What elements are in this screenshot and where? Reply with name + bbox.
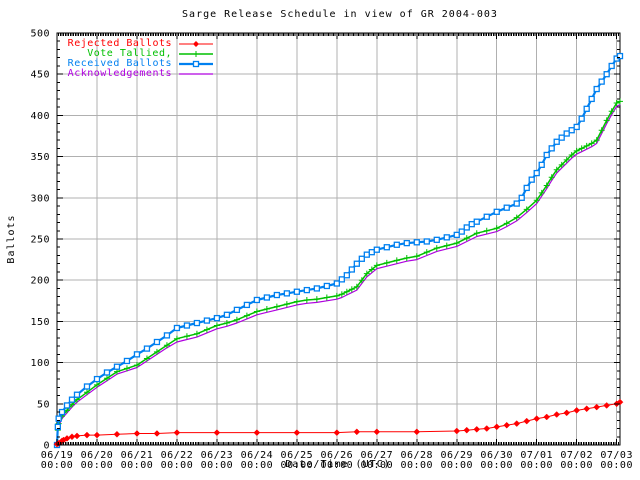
y-tick-label: 0 — [43, 441, 50, 452]
x-tick-time: 00:00 — [400, 460, 433, 471]
legend-label: Rejected Ballots — [67, 37, 172, 49]
x-tick-date: 06/21 — [121, 450, 154, 461]
y-tick-label: 150 — [30, 317, 50, 328]
x-tick-time: 00:00 — [560, 460, 593, 471]
chart-title: Sarge Release Schedule in view of GR 200… — [182, 9, 498, 20]
y-tick-label: 450 — [30, 70, 50, 81]
x-tick-date: 07/03 — [600, 450, 633, 461]
y-tick-label: 250 — [30, 235, 50, 246]
x-tick-time: 00:00 — [480, 460, 513, 471]
y-tick-label: 50 — [37, 399, 50, 410]
x-tick-date: 06/22 — [161, 450, 194, 461]
series-vote-tallied — [54, 98, 623, 448]
x-tick-labels: 06/1900:0006/2000:0006/2100:0006/2200:00… — [41, 450, 633, 471]
x-tick-time: 00:00 — [41, 460, 74, 471]
x-tick-date: 06/19 — [41, 450, 74, 461]
x-tick-date: 06/30 — [480, 450, 513, 461]
x-tick-time: 00:00 — [321, 460, 354, 471]
x-tick-date: 06/25 — [281, 450, 314, 461]
y-tick-label: 400 — [30, 111, 50, 122]
x-tick-date: 06/24 — [241, 450, 274, 461]
legend-label: Vote Tallied, — [87, 47, 172, 59]
series-received-ballots — [53, 52, 624, 449]
legend-item-rejected-ballots: Rejected Ballots — [60, 38, 215, 48]
legend-line-sample — [179, 72, 213, 75]
x-tick-date: 07/01 — [520, 450, 553, 461]
y-tick-label: 500 — [30, 29, 50, 40]
x-tick-time: 00:00 — [361, 460, 394, 471]
x-tick-date: 06/23 — [201, 450, 234, 461]
x-tick-time: 00:00 — [161, 460, 194, 471]
x-tick-time: 00:00 — [201, 460, 234, 471]
y-tick-label: 350 — [30, 152, 50, 163]
x-axis-label: Date/Time (UTC) — [285, 459, 391, 470]
series-rejected-ballots — [53, 398, 624, 448]
y-tick-labels: 0 50 100 150 200 250 300 350 400 450 500 — [30, 29, 50, 452]
x-tick-date: 06/20 — [81, 450, 114, 461]
x-tick-date: 06/26 — [321, 450, 354, 461]
x-tick-date: 06/27 — [361, 450, 394, 461]
x-tick-time: 00:00 — [281, 460, 314, 471]
legend-label: Received Ballots — [67, 57, 172, 69]
legend-item-received-ballots: Received Ballots — [60, 58, 215, 68]
legend-item-vote-tallied: Vote Tallied, — [60, 48, 215, 58]
x-tick-time: 00:00 — [440, 460, 473, 471]
x-tick-time: 00:00 — [81, 460, 114, 471]
x-tick-time: 00:00 — [520, 460, 553, 471]
series-acknowledgements — [56, 104, 621, 446]
x-tick-time: 00:00 — [600, 460, 633, 471]
legend: Rejected Ballots Vote Tallied, Received Ba… — [60, 38, 215, 78]
legend-label: Acknowledgements — [67, 67, 172, 79]
legend-line-sample — [179, 40, 213, 47]
legend-item-acknowledgements: Acknowledgements — [60, 68, 215, 78]
axis-ticks — [56, 32, 621, 446]
x-tick-date: 07/02 — [560, 450, 593, 461]
gridlines — [57, 33, 620, 445]
x-tick-time: 00:00 — [121, 460, 154, 471]
legend-line-sample — [179, 60, 213, 67]
x-tick-time: 00:00 — [241, 460, 274, 471]
x-tick-date: 06/28 — [400, 450, 433, 461]
legend-line-sample — [179, 50, 213, 57]
y-axis-label: Ballots — [6, 214, 17, 264]
y-tick-label: 300 — [30, 193, 50, 204]
y-tick-label: 200 — [30, 276, 50, 287]
y-tick-label: 100 — [30, 358, 50, 369]
x-tick-date: 06/29 — [440, 450, 473, 461]
